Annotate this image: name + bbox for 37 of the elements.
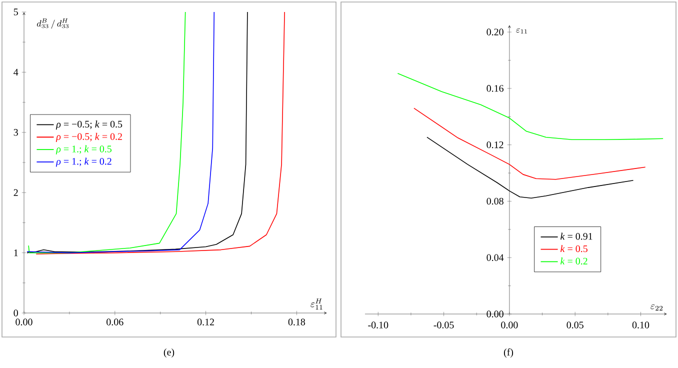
- y-tick-label: 0.20: [486, 28, 504, 36]
- x-tick-label: -0.05: [434, 322, 454, 328]
- y-tick-label: 5: [14, 8, 18, 16]
- legend-label: k = 0.5: [560, 245, 588, 252]
- x-tick-label: 0.05: [566, 322, 584, 328]
- line-series: [426, 136, 634, 199]
- legend-label: ρ = 1.; k = 0.5: [56, 145, 112, 154]
- y-axis-title: $\varepsilon_{11}$: [516, 28, 527, 34]
- x-tick-label: -0.10: [368, 322, 388, 328]
- y-tick-label: 0.08: [486, 198, 504, 205]
- legend-label: ρ = 1.; k = 0.2: [56, 158, 112, 167]
- legend-label: k = 0.91: [560, 232, 592, 240]
- y-tick-label: 0.12: [486, 141, 504, 148]
- y-tick-label: 0.04: [486, 254, 504, 261]
- y-tick-label: 0.16: [486, 85, 504, 92]
- x-tick-label: 0.18: [288, 318, 306, 326]
- line-series: [414, 108, 646, 180]
- y-tick-label: 0: [14, 310, 18, 316]
- text: (f): [504, 348, 514, 358]
- x-axis-title: $\varepsilon_{22}$: [650, 304, 663, 310]
- x-tick-label: 0.10: [632, 322, 650, 328]
- x-tick-label: 0.12: [197, 318, 214, 326]
- y-axis-title: $d_{33}^{B}\,/\,d_{33}^{H}$: [36, 18, 69, 29]
- legend-label: k = 0.2: [560, 257, 588, 265]
- y-tick-label: 1: [14, 250, 18, 256]
- x-axis-title: $\varepsilon_{11}^{H}$: [310, 298, 322, 310]
- y-tick-label: 3: [14, 129, 18, 136]
- text: (e): [164, 348, 174, 358]
- legend-label: ρ = −0.5; k = 0.2: [56, 132, 122, 142]
- y-tick-label: 2: [14, 189, 18, 196]
- y-tick-label: 4: [14, 68, 18, 76]
- x-tick-label: 0.00: [501, 322, 518, 328]
- legend-label: ρ = −0.5; k = 0.5: [56, 120, 122, 130]
- x-tick-label: 0.06: [106, 318, 124, 326]
- line-series: [397, 72, 664, 140]
- line-series: [36, 12, 285, 254]
- y-tick-label: 0.00: [486, 310, 504, 318]
